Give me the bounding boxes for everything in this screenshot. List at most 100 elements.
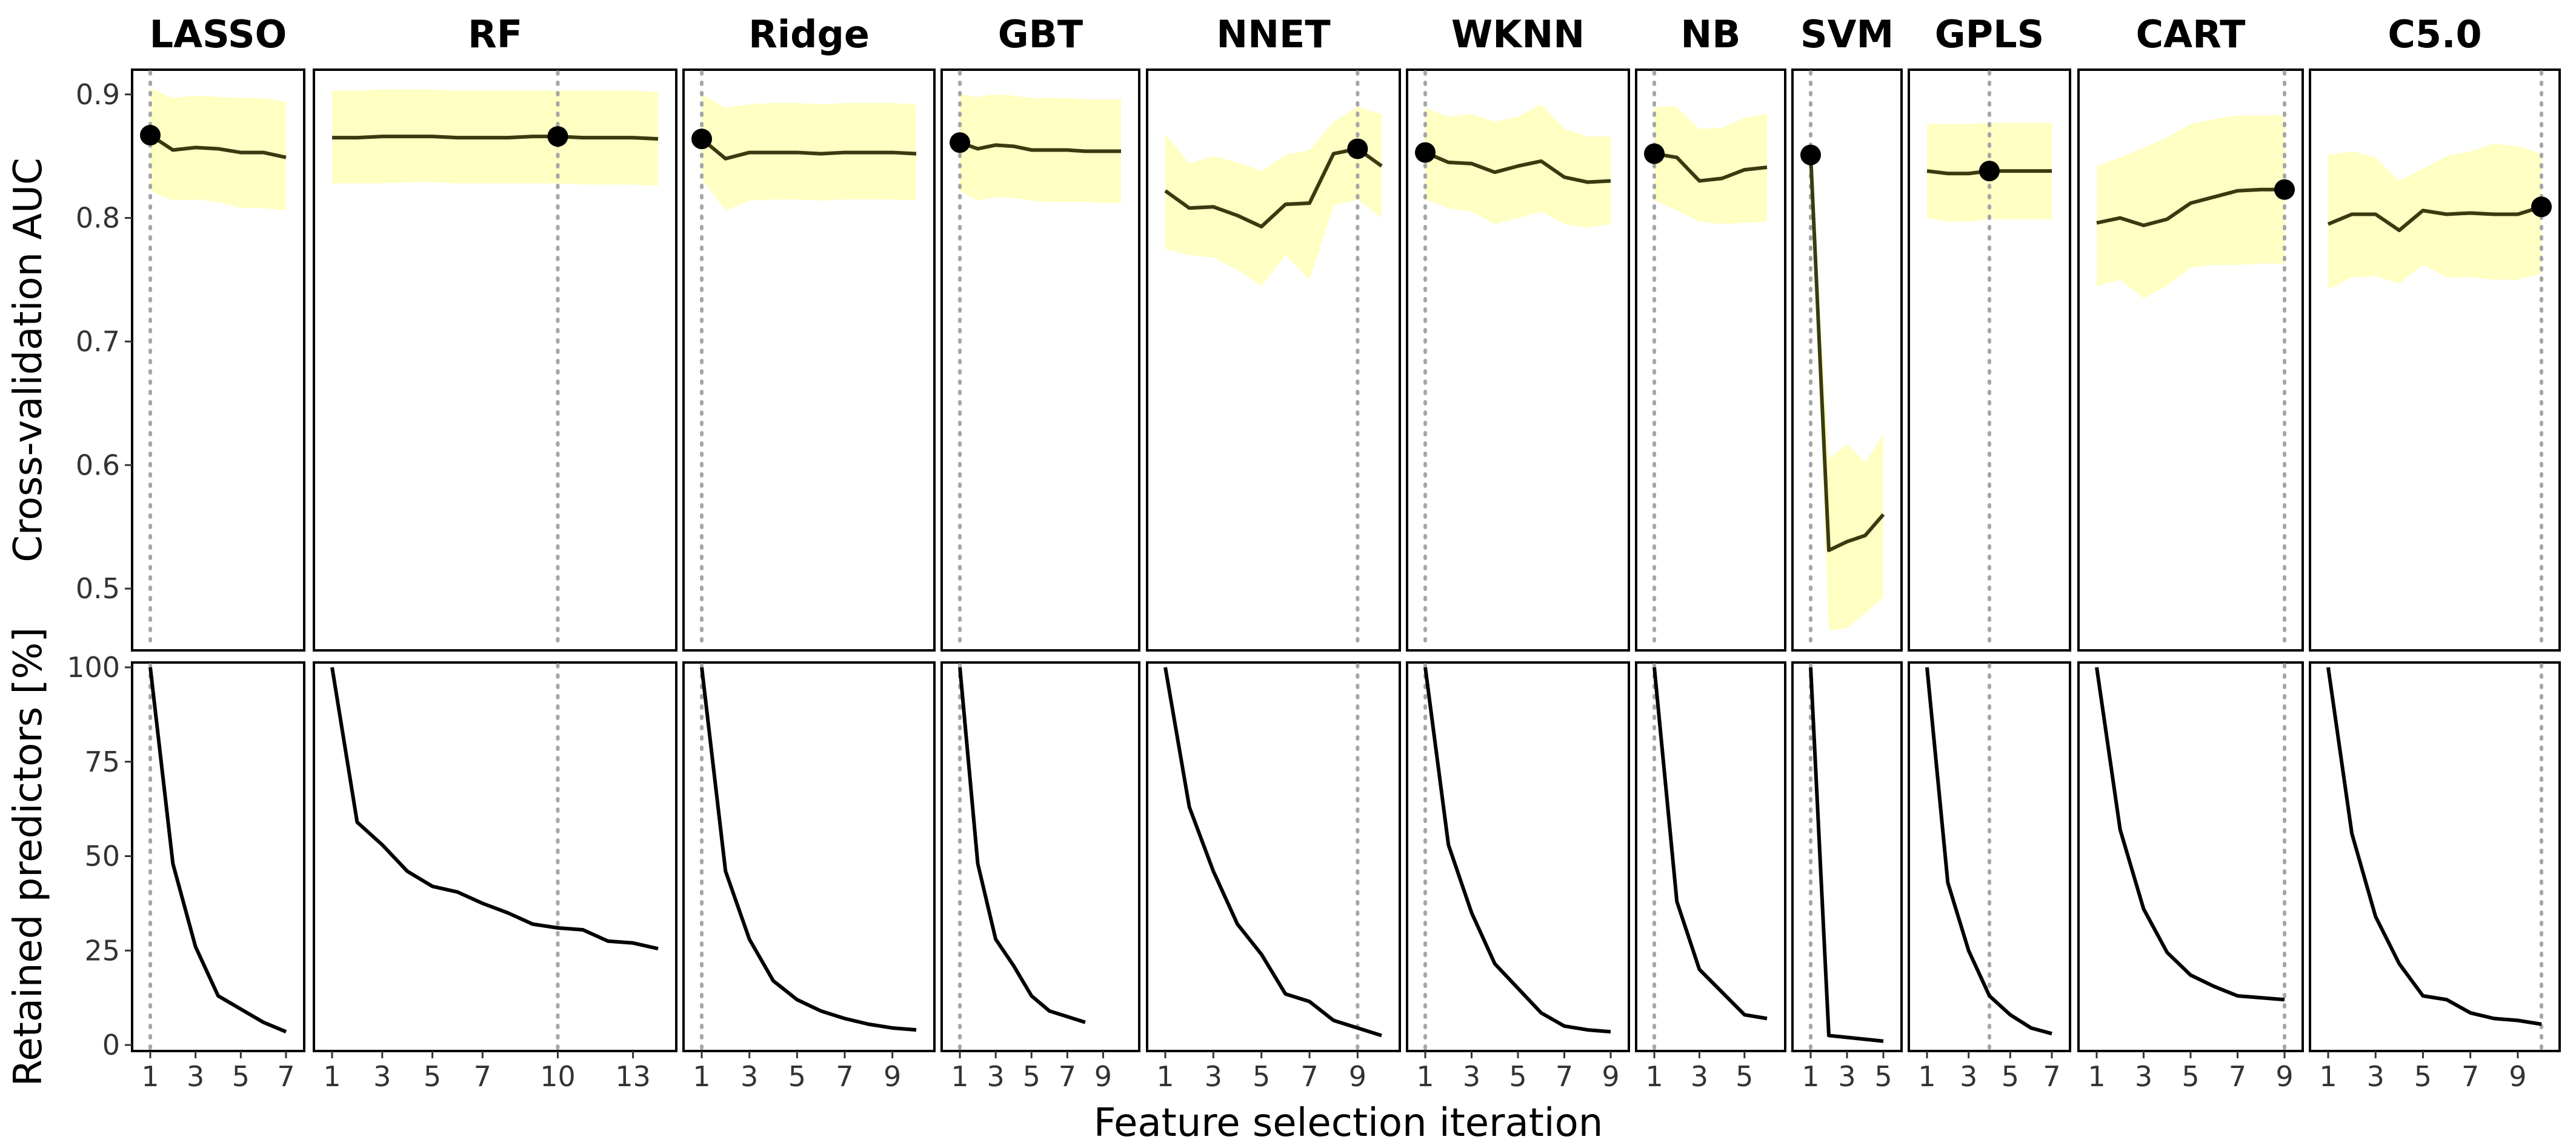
panel-rf-strip-title: RF [468,12,522,56]
panel-gpls-best-point [1979,161,2000,182]
panel-ridge-best-point [691,128,712,150]
panel-c50-xtick-label: 3 [2367,1060,2385,1093]
panel-nnet-xtick-label: 9 [1349,1060,1366,1093]
panel-svm-retained-frame [1791,661,1903,1052]
panel-ridge-xtick-label: 7 [836,1060,853,1093]
panel-nnet-auc-band [1165,107,1382,286]
panel-lasso-best-point [140,125,161,146]
panel-ridge-retained-line [700,667,917,1032]
panel-c50-best-point [2531,196,2552,218]
panel-cart-xtick-label: 3 [2135,1060,2152,1093]
panel-c50-xtick-label: 7 [2461,1060,2479,1093]
panel-nnet-xtick-label: 3 [1205,1060,1222,1093]
panel-cart-auc-line [2096,187,2285,227]
panel-gbt-xtick-label: 9 [1094,1060,1112,1093]
panel-gpls-xtick-label: 5 [2002,1060,2019,1093]
panel-nnet-xtick-label: 1 [1156,1060,1174,1093]
auc-ytick-label: 0.5 [76,572,120,605]
panel-nb-auc-band [1654,107,1767,224]
panel-nb-auc-line [1654,152,1768,183]
panel-lasso-auc-line [149,133,287,159]
panel-cart-xtick-label: 1 [2088,1060,2105,1093]
panel-gbt-retained-frame [940,661,1140,1052]
panel-gpls-retained-line [1925,667,2052,1036]
panel-wknn-retained-frame [1406,661,1630,1052]
panel-lasso-retained-frame [131,661,305,1052]
panel-c50-auc-band [2328,144,2541,290]
panel-ridge-xtick-label: 9 [884,1060,901,1093]
panel-gbt-xtick-label: 1 [951,1060,968,1093]
panel-nb-strip-title: NB [1680,12,1740,56]
panel-wknn-xtick-label: 1 [1416,1060,1434,1093]
panel-wknn-strip-title: WKNN [1451,12,1585,56]
panel-ridge-auc-line [701,137,917,161]
panel-gpls-xtick-label: 1 [1918,1060,1935,1093]
panel-gpls-xtick-label: 7 [2043,1060,2060,1093]
panel-lasso-retained-line [148,667,287,1033]
retained-ytick-label: 25 [84,934,120,967]
panel-nnet-retained-line [1163,667,1382,1038]
auc-ytick-label: 0.8 [76,202,120,235]
panel-gbt-xtick-label: 7 [1059,1060,1076,1093]
panel-wknn-xtick-label: 9 [1602,1060,1619,1093]
panel-rf-xtick-label: 13 [615,1060,651,1093]
panel-nnet-best-point [1347,138,1368,159]
panel-lasso-xtick-label: 5 [232,1060,250,1093]
panel-c50-retained-line [2326,667,2542,1026]
panel-svm-auc-line [1809,155,1885,552]
panel-wknn-auc-line [1424,150,1611,184]
panel-c50-xtick-label: 1 [2319,1060,2337,1093]
panel-lasso-xtick-label: 7 [277,1060,295,1093]
panel-wknn-xtick-label: 5 [1509,1060,1526,1093]
panel-cart-xtick-label: 5 [2182,1060,2199,1093]
retained-ytick-label: 50 [84,840,120,873]
panel-lasso-xtick-label: 3 [187,1060,204,1093]
panel-cart-auc-band [2097,115,2285,299]
panel-wknn-best-point [1415,142,1436,163]
panel-rf-xtick-label: 5 [424,1060,441,1093]
panel-nb-xtick-label: 5 [1736,1060,1753,1093]
panel-c50-retained-frame [2309,661,2561,1052]
panel-c50-xtick-label: 9 [2509,1060,2526,1093]
panel-gpls-strip-title: GPLS [1935,12,2045,56]
panel-gbt-xtick-label: 5 [1023,1060,1040,1093]
panel-gbt-strip-title: GBT [998,12,1083,56]
panel-nb-retained-line [1652,667,1768,1021]
panel-svm-best-point [1800,144,1821,165]
retained-ytick-label: 75 [84,746,120,778]
panel-svm-xtick-label: 1 [1802,1060,1819,1093]
panel-ridge-xtick-label: 1 [693,1060,710,1093]
panel-ridge-strip-title: Ridge [748,12,870,56]
panel-c50-xtick-label: 5 [2414,1060,2432,1093]
panel-nnet-xtick-label: 7 [1300,1060,1318,1093]
panel-svm-strip-title: SVM [1800,12,1894,56]
panel-cart-best-point [2274,179,2295,200]
panel-cart-xtick-label: 9 [2275,1060,2293,1093]
retained-ytick-label: 0 [102,1029,120,1061]
panel-ridge-xtick-label: 5 [788,1060,806,1093]
panel-wknn-xtick-label: 7 [1556,1060,1573,1093]
x-axis-title: Feature selection iteration [1094,1101,1603,1145]
panel-nnet-strip-title: NNET [1216,12,1330,56]
panel-svm-retained-line [1809,667,1884,1043]
panel-nb-best-point [1644,143,1665,164]
panel-rf-best-point [547,126,568,147]
panel-lasso-xtick-label: 1 [141,1060,159,1093]
panel-cart-retained-line [2095,667,2285,1002]
y-axis-title-retained: Retained predictors [%] [6,627,51,1086]
auc-ytick-label: 0.6 [76,449,120,481]
panel-gbt-retained-line [958,667,1086,1024]
panel-gbt-auc-line [959,141,1121,153]
panel-c50-strip-title: C5.0 [2388,12,2481,56]
panel-wknn-retained-line [1423,667,1611,1034]
auc-ytick-label: 0.9 [76,78,120,111]
panel-lasso-strip-title: LASSO [150,12,287,56]
panel-gbt-xtick-label: 3 [987,1060,1004,1093]
panel-nnet-retained-frame [1146,661,1401,1052]
panel-wknn-xtick-label: 3 [1463,1060,1480,1093]
panel-rf-xtick-label: 10 [540,1060,576,1093]
panel-rf-retained-line [330,667,659,951]
panel-rf-xtick-label: 1 [323,1060,341,1093]
panel-rf-auc-line [332,135,659,141]
panel-svm-xtick-label: 3 [1838,1060,1855,1093]
